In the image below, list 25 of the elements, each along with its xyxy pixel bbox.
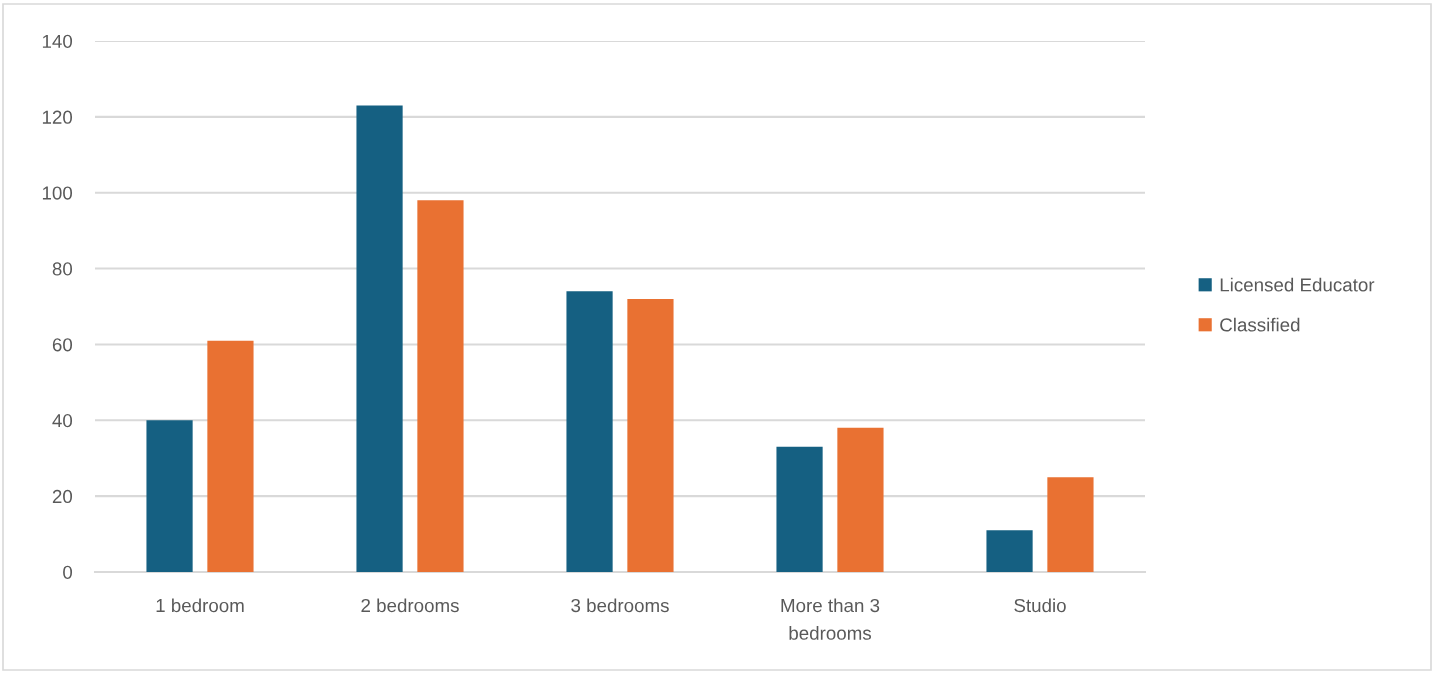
bar (356, 105, 403, 572)
bar (1047, 477, 1094, 572)
bar (207, 340, 254, 572)
x-tick-label: 2 bedrooms (361, 598, 459, 613)
bar (986, 530, 1033, 572)
bar (837, 427, 884, 572)
bar (146, 420, 193, 572)
y-tick-label: 60 (52, 338, 73, 352)
y-tick-label: 20 (52, 489, 73, 504)
x-tick-label: 3 bedrooms (571, 598, 669, 613)
y-tick-label: 100 (42, 186, 73, 200)
x-tick-label: More than 3 bedrooms (781, 598, 880, 640)
bar (776, 446, 823, 572)
y-tick-label: 0 (63, 565, 73, 579)
y-tick-label: 40 (52, 413, 73, 428)
y-tick-label: 120 (42, 110, 73, 124)
bar (566, 291, 613, 572)
y-tick-label: 80 (52, 262, 73, 276)
legend-label: Licensed Educator (1220, 277, 1375, 292)
bar (627, 298, 674, 572)
bar (417, 200, 464, 572)
legend-label: Classified (1220, 317, 1300, 332)
x-tick-label: 1 bedroom (156, 598, 244, 613)
y-tick-label: 140 (42, 34, 73, 48)
x-tick-label: Studio (1014, 598, 1066, 613)
